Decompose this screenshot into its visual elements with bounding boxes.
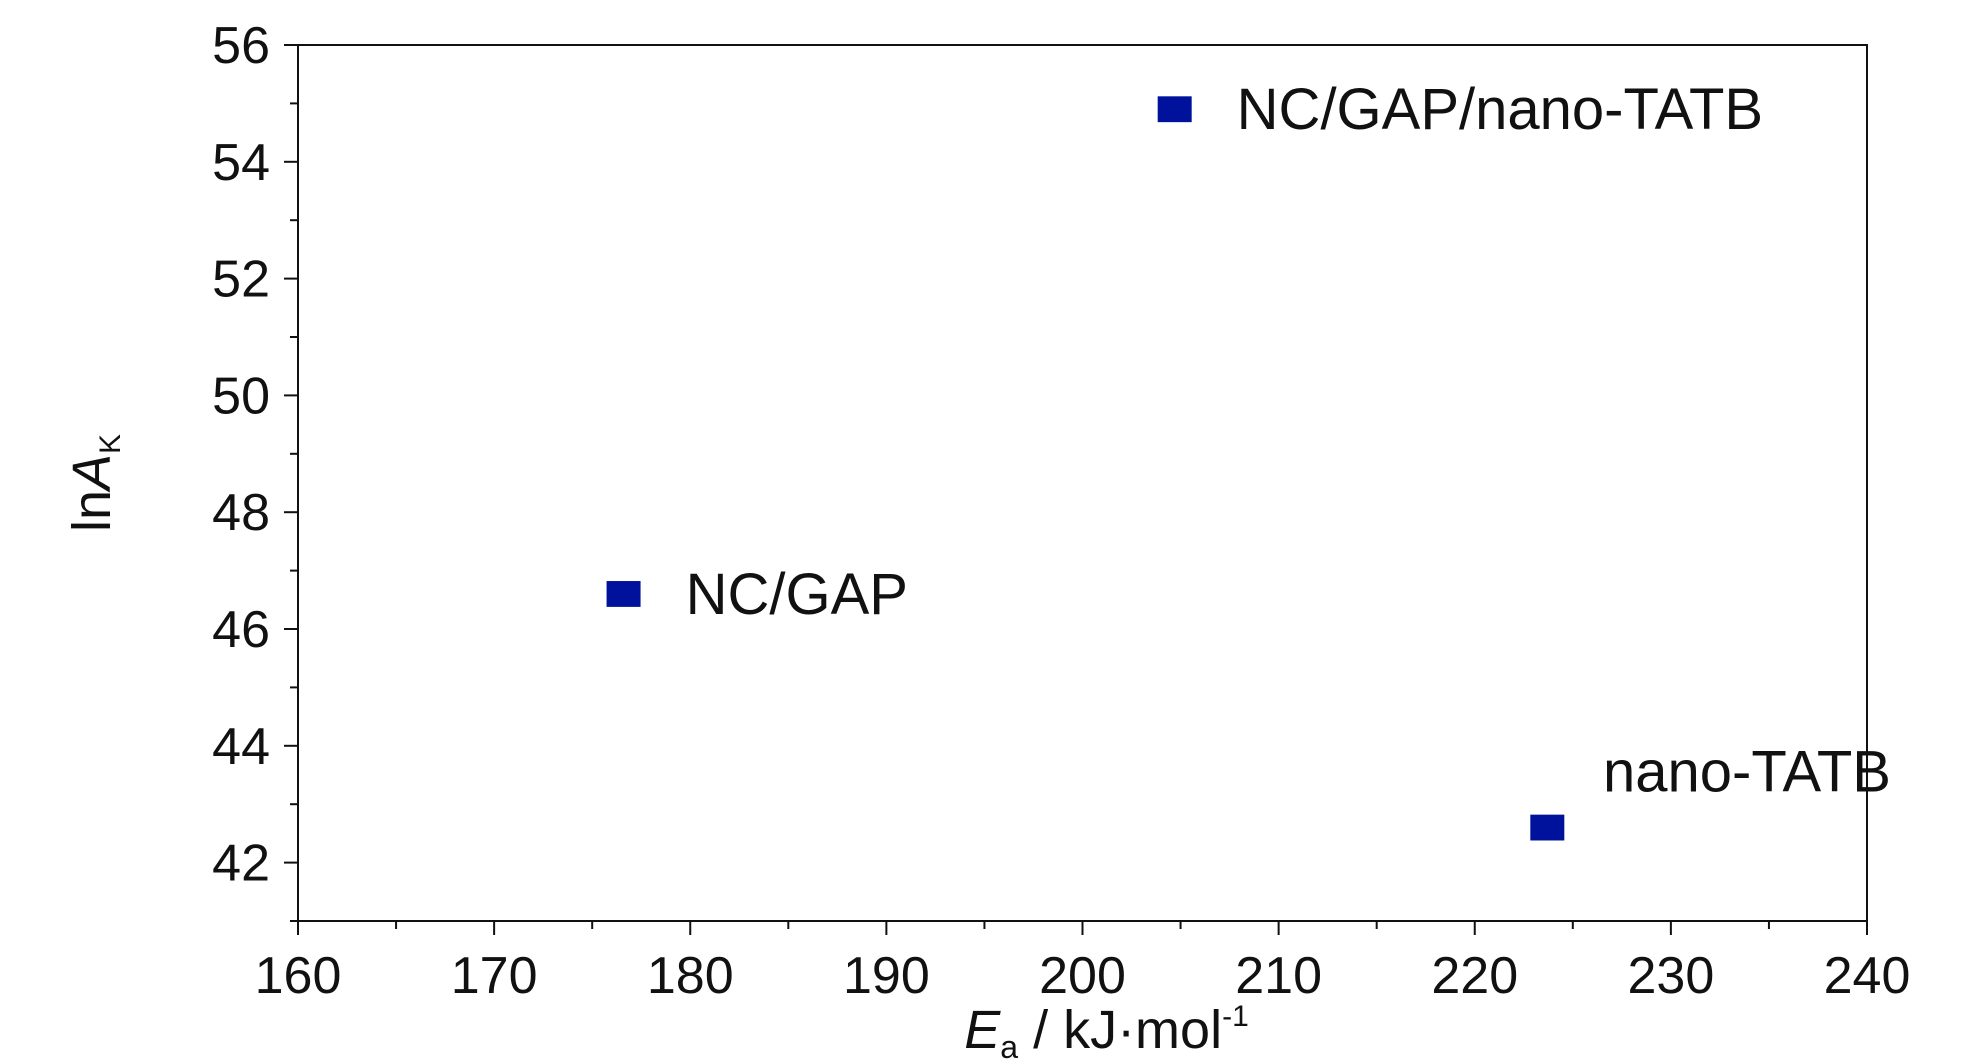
x-tick-label: 190 [843, 947, 930, 1005]
data-point [1157, 96, 1192, 123]
x-tick-label: 230 [1627, 947, 1714, 1005]
y-tick-label: 54 [212, 134, 270, 192]
x-tick-label: 200 [1039, 947, 1126, 1005]
x-axis-label-unit: / kJ·mol [1018, 1000, 1222, 1060]
point-label: nano-TATB [1603, 740, 1891, 805]
x-axis-label-sup: -1 [1222, 1000, 1249, 1033]
x-tick-label: 180 [647, 947, 734, 1005]
data-point [1530, 814, 1565, 841]
x-axis-label-sub: a [1000, 1029, 1018, 1063]
data-points: NC/GAP NC/GAP/nano-TATB nano-TATB [606, 77, 1891, 841]
x-tick-label: 220 [1431, 947, 1518, 1005]
point-label: NC/GAP/nano-TATB [1237, 77, 1763, 142]
y-axis-label-main: A [62, 454, 122, 493]
y-axis-label: lnAK [62, 434, 127, 532]
x-tick-label: 170 [451, 947, 538, 1005]
x-tick-label: 210 [1235, 947, 1322, 1005]
y-axis-label-prefix: ln [62, 490, 122, 532]
x-axis-label-main: E [964, 1000, 1001, 1060]
y-tick-label: 50 [212, 367, 270, 425]
point-label: NC/GAP [686, 562, 908, 627]
y-tick-label: 52 [212, 251, 270, 309]
data-point [606, 581, 641, 607]
x-tick-label: 160 [255, 947, 342, 1005]
axis-ticks: 160 170 180 190 200 210 220 230 240 42 44 46 48 50 52 5… [212, 17, 1910, 1005]
y-axis-label-sub: K [94, 434, 127, 454]
y-tick-label: 48 [212, 484, 270, 542]
y-tick-label: 42 [212, 835, 270, 893]
y-tick-label: 44 [212, 718, 270, 776]
y-tick-label: 46 [212, 601, 270, 659]
x-tick-label: 240 [1824, 947, 1911, 1005]
x-axis-label: Ea / kJ·mol-1 [964, 1000, 1249, 1063]
y-tick-label: 56 [212, 17, 270, 75]
